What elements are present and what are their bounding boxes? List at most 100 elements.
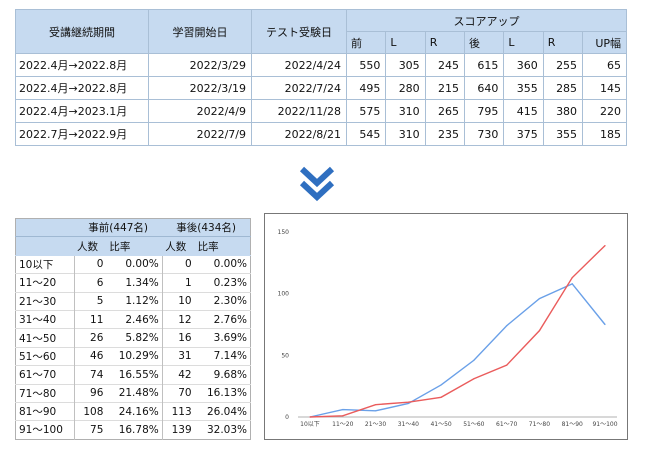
data-point [538,298,541,300]
cell-after-count: 70 [162,383,195,403]
score-table-body: 2022.4月→2022.8月 2022/3/29 2022/4/24 550 305 2… [15,53,627,146]
cell-before-ratio: 10.29% [106,346,163,366]
data-point [506,364,508,366]
header-after: 事後(434名) [162,218,251,238]
cell-start-date: 2022/4/9 [148,99,252,123]
cell-after-ratio: 0.00% [194,254,251,274]
series-line-2 [309,245,606,418]
header-before-count: 人数 [74,236,107,256]
cell-score: 640 [464,76,505,100]
cell-period: 2022.4月→2022.8月 [15,76,149,100]
cell-after-count: 31 [162,346,195,366]
data-point [440,384,442,386]
distribution-row: 71～80 96 21.48% 70 16.13% [15,383,251,403]
distribution-row: 91～100 75 16.78% 139 32.03% [15,420,251,440]
sub-header-cell: 後 [464,31,505,54]
cell-score: 545 [345,122,387,146]
cell-before-ratio: 0.00% [106,254,163,274]
sub-header-cell: L [385,31,426,54]
cell-before-count: 0 [74,254,107,274]
score-table-row: 2022.4月→2022.8月 2022/3/19 2022/7/24 495 280 2… [15,76,627,100]
cell-before-count: 6 [74,273,107,293]
cell-score: 185 [582,122,627,146]
cell-score: 360 [503,53,544,77]
cell-before-ratio: 21.48% [106,383,163,403]
header-empty [15,218,74,238]
distribution-row: 11～20 6 1.34% 1 0.23% [15,273,251,293]
cell-score: 215 [424,76,466,100]
y-tick-label: 150 [278,229,290,236]
score-table-row: 2022.7月→2022.9月 2022/7/9 2022/8/21 545 310 23… [15,122,627,146]
cell-before-ratio: 24.16% [106,401,163,421]
distribution-row: 51～60 46 10.29% 31 7.14% [15,346,251,366]
data-point [309,416,311,418]
header-empty-2 [15,236,74,256]
cell-range: 21～30 [15,291,75,311]
cell-score: 305 [385,53,426,77]
cell-range: 91～100 [15,420,75,440]
cell-after-count: 0 [162,254,195,274]
cell-after-ratio: 2.76% [194,309,251,329]
cell-range: 10以下 [15,254,75,274]
distribution-table-body: 10以下 0 0.00% 0 0.00% 11～20 6 1.34% 1 0.23% 21～30 5 1… [15,254,251,440]
cell-score: 245 [424,53,466,77]
data-point [571,277,573,279]
data-point [538,330,541,332]
cell-before-count: 108 [74,401,107,421]
x-tick-label: 91～100 [592,421,617,428]
series-line-1 [309,282,606,418]
header-period: 受講継続期間 [15,9,149,54]
data-point [473,359,475,361]
cell-score: 795 [464,99,505,123]
cell-before-count: 11 [74,309,107,329]
cell-score: 285 [542,76,584,100]
cell-start-date: 2022/7/9 [148,122,252,146]
cell-before-ratio: 16.55% [106,365,163,385]
line-chart-svg: 0 50 100 150 10以下 11～20 21～30 31～40 41～50 51～60 61… [278,229,618,428]
sub-header-cell: 前 [345,31,387,54]
x-tick-label: 71～80 [529,421,550,428]
y-tick-label: 0 [285,414,289,421]
cell-score: 375 [503,122,544,146]
data-point [342,409,344,411]
cell-period: 2022.4月→2022.8月 [15,53,149,77]
cell-score: 265 [424,99,466,123]
cell-after-ratio: 26.04% [194,401,251,421]
cell-score: 65 [582,53,627,77]
cell-after-ratio: 7.14% [194,346,251,366]
cell-score: 310 [385,99,426,123]
cell-before-count: 46 [74,346,107,366]
distribution-row: 81～90 108 24.16% 113 26.04% [15,401,251,421]
cell-before-ratio: 2.46% [106,309,163,329]
cell-before-count: 96 [74,383,107,403]
cell-before-count: 75 [74,420,107,440]
data-point [440,396,442,398]
cell-range: 31～40 [15,309,75,329]
line-chart: 0 50 100 150 10以下 11～20 21～30 31～40 41～50 51～60 61… [264,213,628,440]
cell-score: 310 [385,122,426,146]
cell-test-date: 2022/11/28 [251,99,347,123]
cell-after-count: 42 [162,365,195,385]
distribution-row: 41～50 26 5.82% 16 3.69% [15,328,251,348]
x-tick-label: 61～70 [496,421,517,428]
cell-score: 415 [503,99,544,123]
cell-start-date: 2022/3/29 [148,53,252,77]
x-tick-label: 51～60 [463,421,484,428]
header-score-up: スコアアップ [346,9,627,32]
cell-after-count: 139 [162,420,195,440]
cell-score: 220 [582,99,627,123]
cell-before-count: 74 [74,365,107,385]
cell-score: 575 [345,99,387,123]
header-test-date: テスト受験日 [251,9,347,54]
cell-range: 81～90 [15,401,75,421]
data-point [604,323,606,326]
cell-before-ratio: 16.78% [106,420,163,440]
cell-after-ratio: 9.68% [194,365,251,385]
data-point [571,283,573,285]
cell-score: 380 [542,99,584,123]
cell-after-count: 10 [162,291,195,311]
cell-score: 255 [542,53,584,77]
distribution-table: 事前(447名) 事後(434名) 人数 比率 人数 比率 10以下 0 0.00%… [15,218,251,440]
header-before: 事前(447名) [74,218,163,238]
cell-start-date: 2022/3/19 [148,76,252,100]
